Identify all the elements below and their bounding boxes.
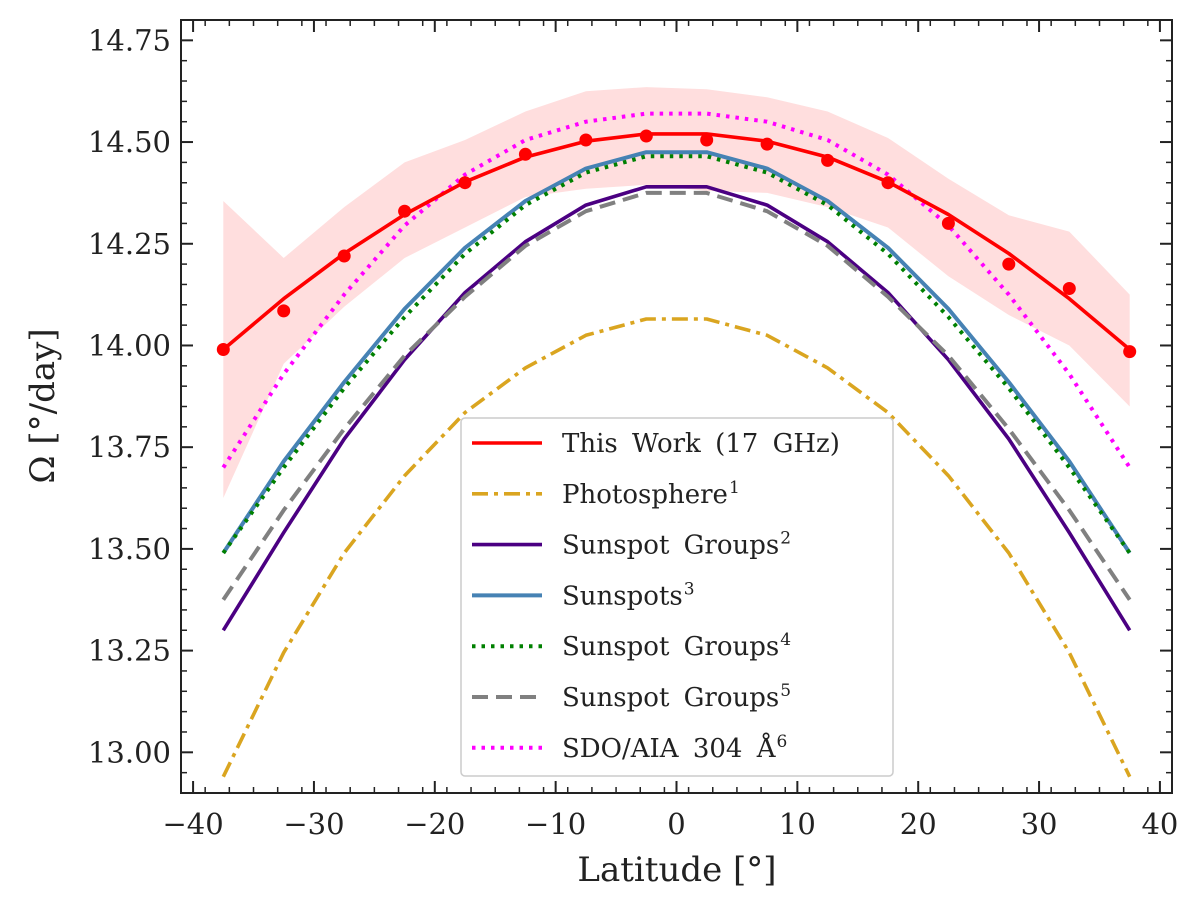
- series-line-4: [221, 150, 1132, 555]
- x-tick-label: −40: [162, 807, 223, 841]
- legend-label-1: This Work (17 GHz): [562, 429, 840, 459]
- x-axis-label: Latitude [°]: [577, 850, 776, 890]
- y-tick-label: 13.50: [88, 532, 171, 566]
- legend-label-4: Sunspots3: [562, 579, 695, 611]
- legend-label-3: Sunspot Groups2: [562, 529, 791, 561]
- legend-box: [460, 417, 894, 777]
- data-point: [579, 133, 593, 147]
- data-point: [1002, 257, 1016, 271]
- series-line-2: [221, 317, 1132, 778]
- series-layer: [221, 111, 1132, 778]
- series-line-7: [221, 111, 1132, 469]
- y-tick-label: 14.75: [88, 23, 171, 57]
- data-point: [821, 153, 835, 167]
- y-tick-label: 13.25: [88, 634, 171, 668]
- series-line-3: [221, 185, 1132, 632]
- series-line-6: [221, 190, 1132, 601]
- x-tick-label: 20: [900, 807, 937, 841]
- legend: This Work (17 GHz) Photosphere1 Sunspot Gr…: [460, 417, 894, 777]
- x-tick-label: −10: [525, 807, 586, 841]
- y-axis-label: Ω [°/day]: [23, 328, 63, 483]
- data-point: [1123, 345, 1137, 359]
- x-tick-label: 10: [779, 807, 816, 841]
- data-point: [881, 176, 895, 190]
- x-tick-label: 40: [1141, 807, 1178, 841]
- data-point: [639, 129, 653, 143]
- y-tick-label: 14.25: [88, 227, 171, 261]
- x-tick-label: −20: [404, 807, 465, 841]
- data-point: [700, 133, 714, 147]
- data-points-layer: [216, 129, 1137, 359]
- data-point: [941, 216, 955, 230]
- x-tick-label: 30: [1021, 807, 1058, 841]
- legend-label-6: Sunspot Groups5: [562, 681, 791, 713]
- data-point: [458, 176, 472, 190]
- legend-label-5: Sunspot Groups4: [562, 630, 791, 662]
- data-point: [1062, 282, 1076, 295]
- y-tick-label: 13.75: [88, 430, 171, 464]
- data-point: [760, 137, 774, 151]
- y-tick-label: 13.00: [88, 735, 171, 769]
- y-tick-label: 14.00: [88, 328, 171, 362]
- y-tick-label: 14.50: [88, 125, 171, 159]
- data-point: [216, 343, 230, 356]
- x-tick-label: 0: [667, 807, 685, 841]
- series-line-1: [222, 132, 1131, 351]
- data-point: [277, 304, 291, 318]
- legend-label-7: SDO/AIA 304 Å6: [562, 732, 787, 764]
- data-point: [518, 147, 532, 161]
- data-point: [337, 249, 351, 263]
- x-tick-label: −30: [283, 807, 344, 841]
- legend-label-2: Photosphere1: [562, 478, 740, 510]
- data-point: [398, 204, 412, 218]
- axes-layer: −40 −30 −20 −10 0 10 20 30 40 13.00 13.25 13.50 13.7…: [88, 19, 1178, 841]
